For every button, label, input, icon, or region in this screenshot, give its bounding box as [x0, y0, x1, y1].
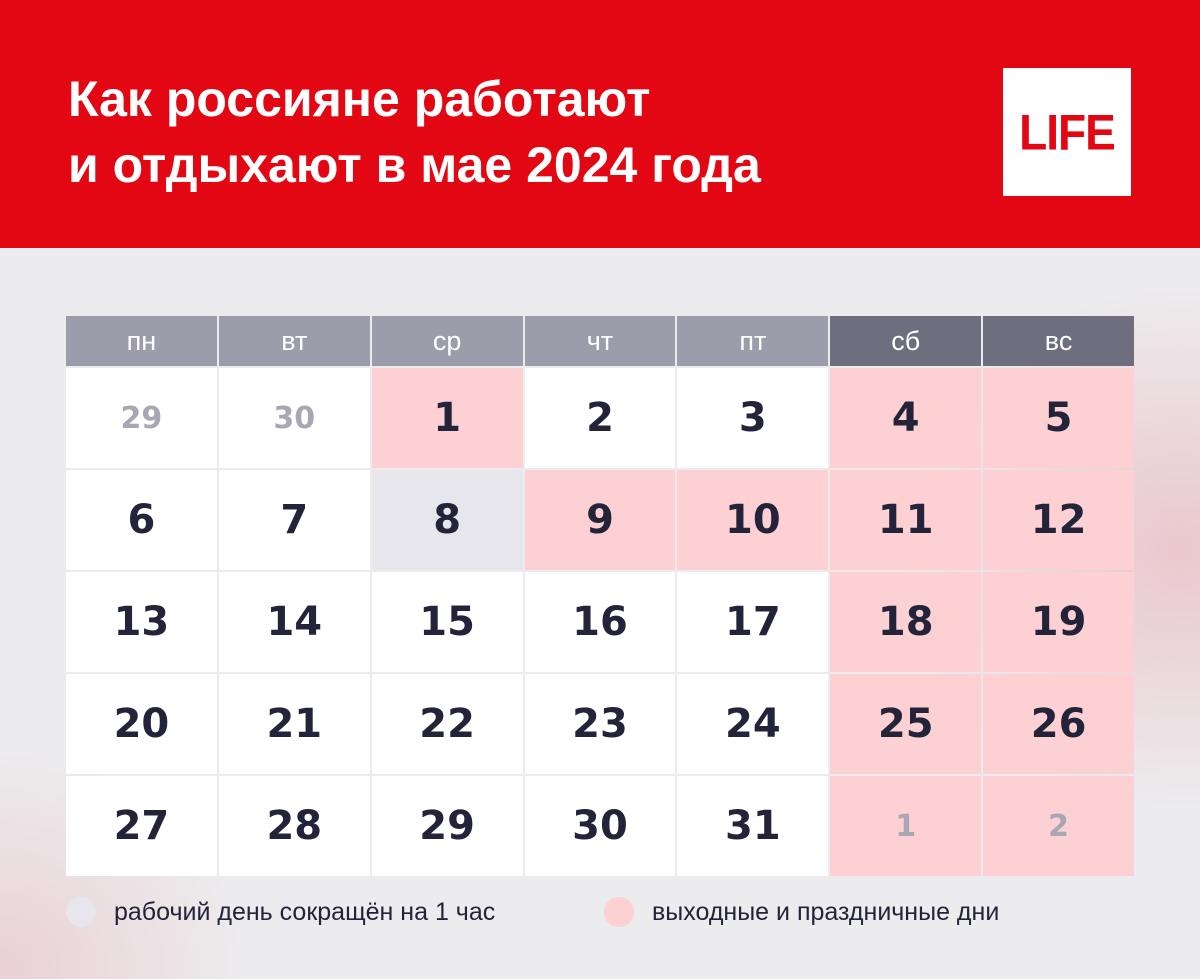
- day-cell: 30: [524, 776, 676, 876]
- legend: рабочий день сокращён на 1 час выходные …: [66, 896, 1134, 928]
- legend-item-short-day: рабочий день сокращён на 1 час: [66, 896, 495, 928]
- holiday-swatch-icon: [604, 897, 634, 927]
- legend-item-holiday: выходные и праздничные дни: [604, 896, 999, 928]
- day-cell: 12: [983, 470, 1134, 570]
- weekday-header: вс: [983, 316, 1134, 366]
- weekday-header: ср: [371, 316, 523, 366]
- day-cell: 21: [218, 674, 370, 774]
- day-cell: 9: [524, 470, 676, 570]
- day-cell: 2: [983, 776, 1134, 876]
- header-banner: Как россияне работают и отдыхают в мае 2…: [0, 0, 1200, 248]
- day-cell: 24: [677, 674, 829, 774]
- title-line-2: и отдыхают в мае 2024 года: [68, 137, 761, 193]
- day-cell: 5: [983, 368, 1134, 468]
- legend-label-holiday: выходные и праздничные дни: [652, 897, 1000, 926]
- day-cell: 31: [677, 776, 829, 876]
- short-day-swatch-icon: [66, 897, 96, 927]
- day-cell: 3: [677, 368, 829, 468]
- day-cell: 10: [677, 470, 829, 570]
- day-cell: 29: [371, 776, 523, 876]
- day-cell: 8: [371, 470, 523, 570]
- day-cell: 1: [371, 368, 523, 468]
- day-cell: 14: [218, 572, 370, 672]
- day-cell: 27: [66, 776, 217, 876]
- day-cell: 7: [218, 470, 370, 570]
- weekday-header: пн: [66, 316, 217, 366]
- day-cell: 15: [371, 572, 523, 672]
- day-cell: 30: [218, 368, 370, 468]
- day-cell: 29: [66, 368, 217, 468]
- calendar-grid: пн вт ср чт пт сб вс 29 30 1 2 3 4 5 6 7 8 9 10 11 12 13 14 15 1…: [66, 316, 1134, 876]
- day-cell: 4: [830, 368, 982, 468]
- title-line-1: Как россияне работают: [68, 71, 651, 127]
- day-cell: 18: [830, 572, 982, 672]
- weekday-header: пт: [677, 316, 829, 366]
- day-cell: 25: [830, 674, 982, 774]
- day-cell: 19: [983, 572, 1134, 672]
- day-cell: 13: [66, 572, 217, 672]
- logo-text: LIFE: [1019, 103, 1116, 161]
- weekday-header: сб: [830, 316, 982, 366]
- weekday-header: вт: [218, 316, 370, 366]
- legend-label-short-day: рабочий день сокращён на 1 час: [114, 897, 496, 926]
- day-cell: 23: [524, 674, 676, 774]
- day-cell: 2: [524, 368, 676, 468]
- day-cell: 1: [830, 776, 982, 876]
- day-cell: 17: [677, 572, 829, 672]
- day-cell: 28: [218, 776, 370, 876]
- day-cell: 20: [66, 674, 217, 774]
- life-logo: LIFE: [1003, 68, 1131, 196]
- day-cell: 22: [371, 674, 523, 774]
- day-cell: 26: [983, 674, 1134, 774]
- page-title: Как россияне работают и отдыхают в мае 2…: [68, 66, 968, 198]
- day-cell: 6: [66, 470, 217, 570]
- weekday-header: чт: [524, 316, 676, 366]
- day-cell: 16: [524, 572, 676, 672]
- day-cell: 11: [830, 470, 982, 570]
